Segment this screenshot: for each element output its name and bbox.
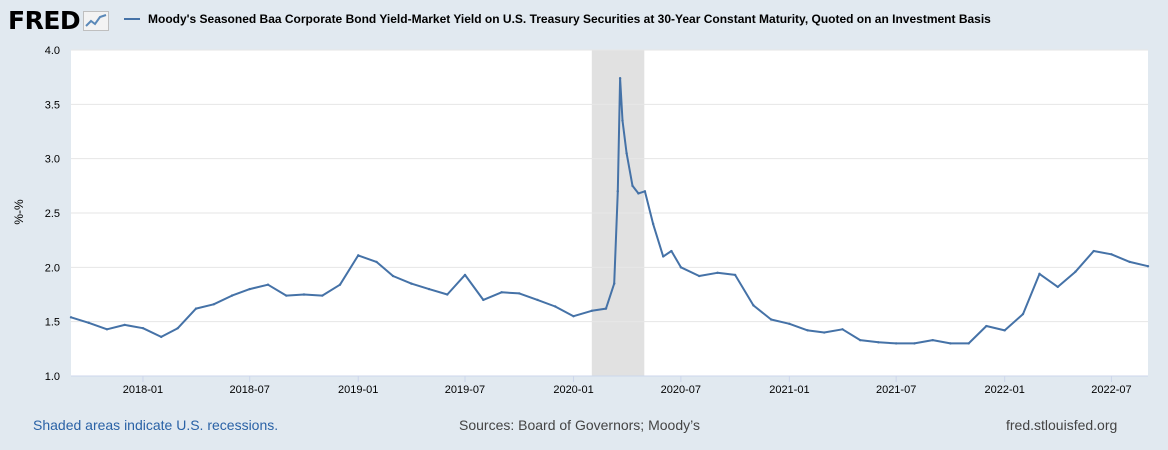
data-point — [985, 324, 988, 328]
data-point — [375, 260, 378, 264]
data-point — [302, 293, 306, 296]
data-point — [123, 323, 126, 327]
data-point — [410, 282, 413, 285]
data-point — [894, 342, 898, 345]
x-tick-label: 2018-07 — [230, 384, 270, 396]
data-point — [661, 255, 665, 258]
data-point — [613, 282, 616, 285]
data-point — [1074, 270, 1077, 273]
data-point — [194, 307, 198, 310]
data-point — [643, 190, 647, 193]
data-point — [176, 326, 179, 330]
x-tick-label: 2021-01 — [769, 384, 809, 396]
legend-label: Moody's Seasoned Baa Corporate Bond Yiel… — [148, 12, 991, 26]
data-point — [321, 294, 324, 297]
data-point — [733, 273, 737, 277]
data-point — [248, 287, 251, 291]
data-point — [554, 305, 557, 308]
data-point — [679, 266, 683, 269]
y-tick-label: 3.5 — [45, 99, 60, 111]
data-point — [877, 341, 880, 344]
data-point — [463, 273, 467, 277]
x-tick-label: 2020-07 — [661, 384, 701, 396]
data-point — [769, 318, 773, 321]
x-tick-label: 2021-07 — [876, 384, 916, 396]
data-point — [1003, 329, 1006, 332]
data-point — [931, 338, 934, 342]
x-tick-label: 2022-07 — [1091, 384, 1131, 396]
data-point — [670, 249, 673, 253]
data-point — [338, 283, 342, 286]
x-tick-label: 2019-07 — [445, 384, 485, 396]
y-tick-label: 1.0 — [45, 371, 60, 383]
data-point — [822, 331, 826, 334]
data-point — [1110, 253, 1113, 256]
y-tick-label: 2.5 — [45, 208, 60, 220]
data-point — [604, 307, 608, 310]
data-point — [105, 328, 109, 331]
data-point — [87, 321, 90, 324]
data-point — [806, 329, 809, 332]
data-point — [446, 293, 449, 296]
y-tick-label: 1.5 — [45, 317, 60, 329]
data-point — [616, 190, 619, 193]
y-tick-label: 4.0 — [45, 45, 60, 57]
data-point — [618, 77, 622, 80]
x-tick-label: 2020-01 — [553, 384, 593, 396]
data-point — [1021, 312, 1025, 316]
data-point — [427, 287, 431, 291]
x-tick-label: 2019-01 — [338, 384, 378, 396]
x-tick-label: 2018-01 — [123, 384, 163, 396]
data-point — [621, 119, 624, 122]
recession-note-link[interactable]: Shaded areas indicate U.S. recessions. — [33, 417, 279, 433]
data-point — [160, 335, 163, 339]
data-point — [858, 338, 862, 342]
data-point — [482, 298, 485, 302]
data-point — [788, 322, 791, 326]
chart-header: FRED Moody's Seasoned Baa Corporate Bond… — [0, 0, 1168, 42]
sources-text: Sources: Board of Governors; Moody’s — [459, 417, 700, 433]
site-link[interactable]: fred.stlouisfed.org — [1006, 417, 1118, 433]
data-point — [913, 342, 916, 345]
data-point — [536, 298, 539, 302]
data-point — [212, 303, 215, 306]
data-point — [590, 309, 594, 312]
data-point — [841, 328, 844, 331]
chart-line-icon — [83, 10, 110, 31]
data-point — [752, 304, 755, 307]
data-point — [69, 316, 73, 319]
x-tick-label: 2022-01 — [984, 384, 1024, 396]
data-point — [651, 222, 655, 226]
data-point — [285, 294, 288, 297]
data-point — [141, 326, 145, 330]
data-point — [518, 292, 521, 295]
fred-logo[interactable]: FRED — [8, 6, 110, 35]
data-point — [637, 192, 640, 195]
legend-swatch — [124, 18, 140, 20]
chart-legend: Moody's Seasoned Baa Corporate Bond Yiel… — [124, 12, 991, 26]
data-point — [631, 184, 634, 188]
data-point — [716, 271, 719, 274]
data-point — [391, 274, 395, 278]
y-tick-label: 2.0 — [45, 262, 60, 274]
data-point — [1092, 249, 1095, 253]
data-point — [500, 291, 503, 294]
data-point — [967, 342, 970, 345]
data-point — [1056, 285, 1059, 289]
data-point — [1146, 265, 1150, 268]
data-point — [697, 274, 701, 278]
data-point — [625, 152, 628, 155]
data-point — [1128, 260, 1131, 264]
logo-text: FRED — [8, 6, 81, 35]
data-point — [949, 342, 952, 345]
y-tick-label: 3.0 — [45, 154, 60, 166]
data-point — [357, 254, 360, 257]
data-point — [572, 315, 575, 318]
data-point — [266, 283, 270, 286]
data-point — [1038, 272, 1041, 276]
data-point — [230, 294, 234, 297]
